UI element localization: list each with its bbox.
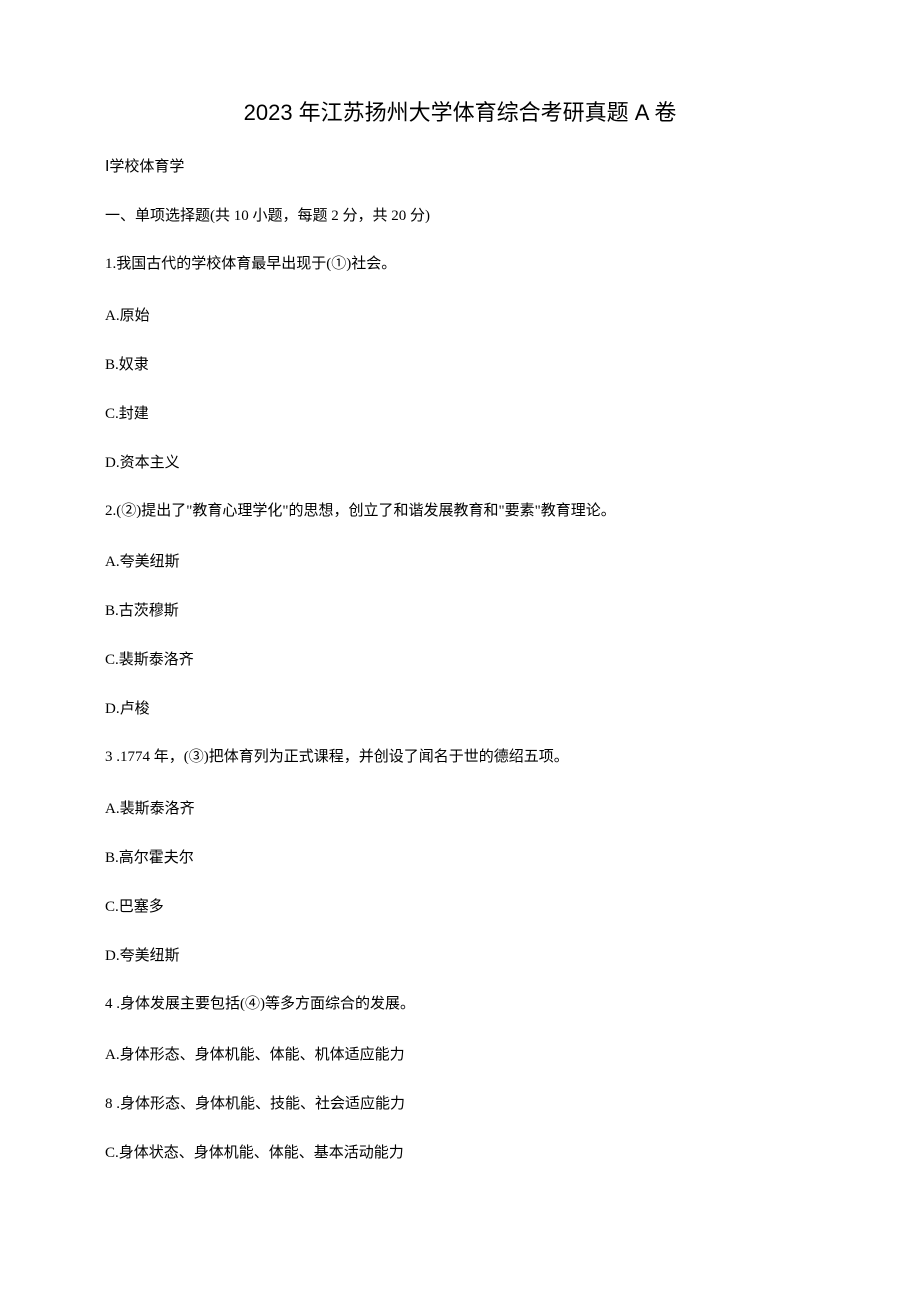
question-1-option-c: C.封建 (105, 402, 815, 423)
question-3-option-a: A.裴斯泰洛齐 (105, 797, 815, 818)
question-2-option-b: B.古茨穆斯 (105, 599, 815, 620)
question-1: 1.我国古代的学校体育最早出现于(①)社会。 (105, 253, 815, 276)
question-2-option-a: A.夸美纽斯 (105, 550, 815, 571)
question-1-option-b: B.奴隶 (105, 353, 815, 374)
question-2: 2.(②)提出了"教育心理学化"的思想，创立了和谐发展教育和"要素"教育理论。 (105, 500, 815, 523)
question-2-option-c: C.裴斯泰洛齐 (105, 648, 815, 669)
question-3-option-d: D.夸美纽斯 (105, 944, 815, 965)
question-4-option-a: A.身体形态、身体机能、体能、机体适应能力 (105, 1043, 815, 1064)
section-header: Ⅰ学校体育学 (105, 155, 815, 176)
question-3-option-c: C.巴塞多 (105, 895, 815, 916)
question-3: 3 .1774 年，(③)把体育列为正式课程，并创设了闻名于世的德绍五项。 (105, 746, 815, 769)
document-title: 2023 年江苏扬州大学体育综合考研真题 A 卷 (105, 95, 815, 127)
question-4: 4 .身体发展主要包括(④)等多方面综合的发展。 (105, 993, 815, 1016)
question-1-option-d: D.资本主义 (105, 451, 815, 472)
question-3-option-b: B.高尔霍夫尔 (105, 846, 815, 867)
question-4-option-c: C.身体状态、身体机能、体能、基本活动能力 (105, 1141, 815, 1162)
question-2-option-d: D.卢梭 (105, 697, 815, 718)
question-1-option-a: A.原始 (105, 304, 815, 325)
section-instruction: 一、单项选择题(共 10 小题，每题 2 分，共 20 分) (105, 204, 815, 225)
question-4-option-b: 8 .身体形态、身体机能、技能、社会适应能力 (105, 1092, 815, 1113)
